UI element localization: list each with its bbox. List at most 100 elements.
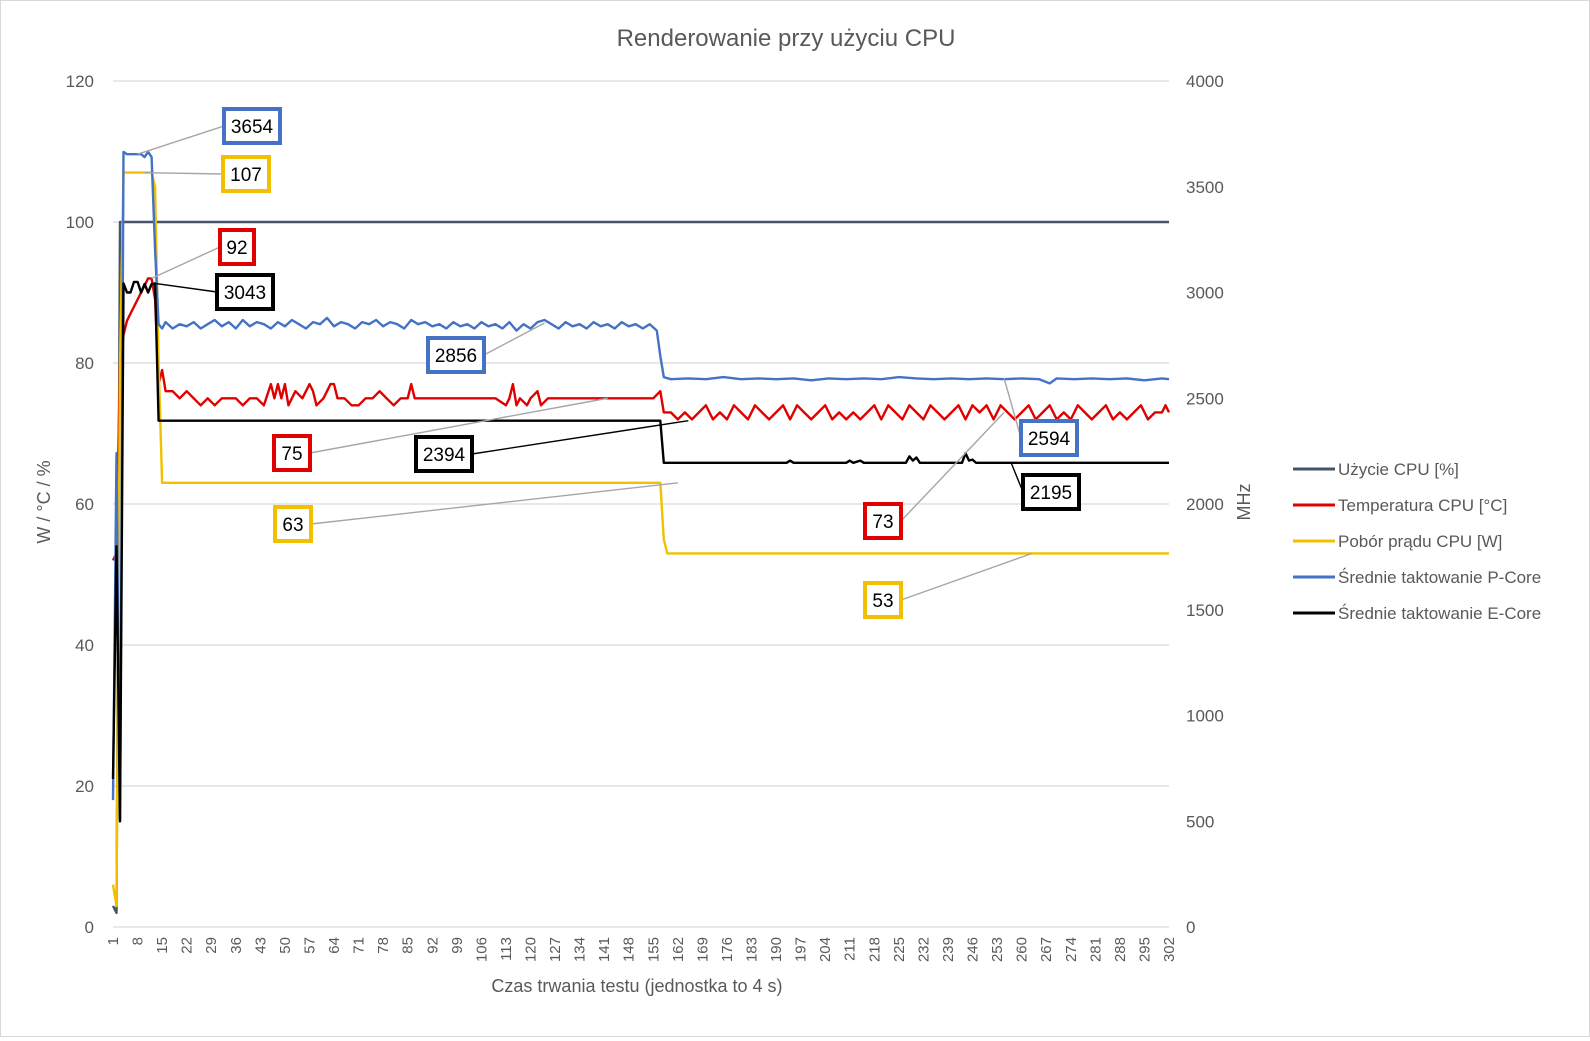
- x-tick-label: 134: [572, 937, 589, 962]
- left-tick-label: 120: [66, 72, 94, 91]
- annotation-label: 2195: [1030, 483, 1072, 504]
- x-tick-label: 141: [596, 937, 613, 962]
- x-tick-label: 267: [1038, 937, 1055, 962]
- annotation-leader: [483, 322, 545, 356]
- annotation-box: [273, 505, 313, 543]
- x-tick-label: 288: [1112, 937, 1129, 962]
- left-tick-label: 40: [75, 636, 94, 655]
- annotation-leader: [137, 125, 225, 155]
- series-line: [111, 171, 1169, 908]
- x-tick-label: 15: [154, 937, 171, 954]
- right-tick-label: 4000: [1186, 72, 1224, 91]
- gridlines: [113, 80, 1169, 928]
- x-tick-label: 57: [301, 937, 318, 954]
- x-tick-label: 218: [866, 937, 883, 962]
- right-tick-label: 3000: [1186, 284, 1224, 303]
- x-tick-label: 148: [621, 937, 638, 962]
- left-tick-label: 0: [85, 918, 94, 937]
- x-tick-label: 225: [891, 937, 908, 962]
- x-tick-label: 260: [1014, 937, 1031, 962]
- x-tick-label: 8: [130, 937, 147, 945]
- annotation-label: 53: [872, 591, 893, 612]
- annotation-leader: [900, 552, 1033, 601]
- left-tick-label: 100: [66, 213, 94, 232]
- annotation-label: 75: [281, 444, 302, 465]
- x-tick-label: 183: [744, 937, 761, 962]
- left-axis-label: W / °C / %: [34, 460, 54, 543]
- x-tick-label: 155: [645, 937, 662, 962]
- x-tick-label: 36: [228, 937, 245, 954]
- legend-label: Średnie taktowanie E-Core: [1338, 604, 1541, 623]
- right-tick-label: 500: [1186, 812, 1214, 831]
- annotation-box: [1019, 419, 1079, 457]
- x-tick-label: 92: [424, 937, 441, 954]
- annotation-label: 92: [226, 238, 247, 259]
- series-line: [111, 220, 1169, 915]
- annotation-leader: [144, 171, 224, 175]
- annotation-label: 73: [872, 512, 893, 533]
- chart-title: Renderowanie przy użyciu CPU: [617, 25, 956, 52]
- right-tick-label: 2000: [1186, 495, 1224, 514]
- series-lines: [111, 150, 1171, 915]
- annotation-leader: [1003, 378, 1022, 439]
- x-tick-label: 120: [522, 937, 539, 962]
- right-tick-label: 1500: [1186, 601, 1224, 620]
- x-tick-label: 302: [1161, 937, 1178, 962]
- x-tick-label: 106: [473, 937, 490, 962]
- x-tick-label: 113: [498, 937, 515, 961]
- annotation-label: 3043: [224, 283, 266, 304]
- annotation-box: [863, 502, 903, 540]
- annotation-box: [1021, 473, 1081, 511]
- right-tick-label: 0: [1186, 918, 1195, 937]
- right-tick-label: 2500: [1186, 389, 1224, 408]
- x-tick-label: 281: [1087, 937, 1104, 962]
- annotation-leader: [310, 482, 678, 525]
- legend-label: Pobór prądu CPU [W]: [1338, 532, 1502, 551]
- annotation-label: 107: [230, 165, 262, 186]
- x-tick-label: 127: [547, 937, 564, 962]
- annotation-label: 2856: [435, 346, 477, 367]
- legend-label: Użycie CPU [%]: [1338, 460, 1459, 479]
- x-tick-label: 162: [670, 937, 687, 962]
- x-axis-label: Czas trwania testu (jednostka to 4 s): [491, 976, 782, 996]
- x-tick-label: 50: [277, 937, 294, 954]
- annotation-box: [218, 228, 256, 266]
- annotation-label: 63: [282, 515, 303, 536]
- x-tick-label: 274: [1063, 937, 1080, 962]
- right-axis-label: MHz: [1234, 484, 1254, 521]
- x-tick-label: 43: [252, 937, 269, 954]
- x-tick-label: 29: [203, 937, 220, 954]
- annotation-label: 2594: [1028, 429, 1071, 450]
- x-tick-label: 169: [694, 937, 711, 962]
- annotation-leader-lines: [137, 125, 1033, 601]
- legend: Użycie CPU [%] Temperatura CPU [°C] Pobór …: [1293, 460, 1541, 623]
- annotation-label: 2394: [423, 445, 466, 466]
- x-tick-label: 204: [817, 937, 834, 962]
- x-tick-label: 253: [989, 937, 1006, 962]
- x-tick-label: 197: [793, 937, 810, 962]
- annotation-box: [215, 273, 275, 311]
- annotation-leader: [471, 419, 689, 455]
- left-tick-label: 60: [75, 495, 94, 514]
- left-tick-label: 80: [75, 354, 94, 373]
- legend-label: Średnie taktowanie P-Core: [1338, 568, 1541, 587]
- x-tick-label: 64: [326, 937, 343, 954]
- legend-label: Temperatura CPU [°C]: [1338, 496, 1507, 515]
- right-tick-label: 3500: [1186, 178, 1224, 197]
- annotation-leader: [900, 411, 1005, 522]
- left-tick-label: 20: [75, 777, 94, 796]
- annotation-box: [426, 336, 486, 374]
- x-tick-label: 99: [449, 937, 466, 954]
- series-line: [111, 280, 1169, 823]
- annotation-leader: [155, 282, 218, 293]
- annotation-box: [222, 107, 282, 145]
- x-tick-label: 239: [940, 937, 957, 962]
- x-tick-label: 176: [719, 937, 736, 962]
- x-tick-label: 78: [375, 937, 392, 954]
- annotation-box: [414, 435, 474, 473]
- annotation-leader: [309, 397, 608, 454]
- x-tick-label: 22: [179, 937, 196, 954]
- right-tick-label: 1000: [1186, 707, 1224, 726]
- annotation-label: 3654: [231, 117, 274, 138]
